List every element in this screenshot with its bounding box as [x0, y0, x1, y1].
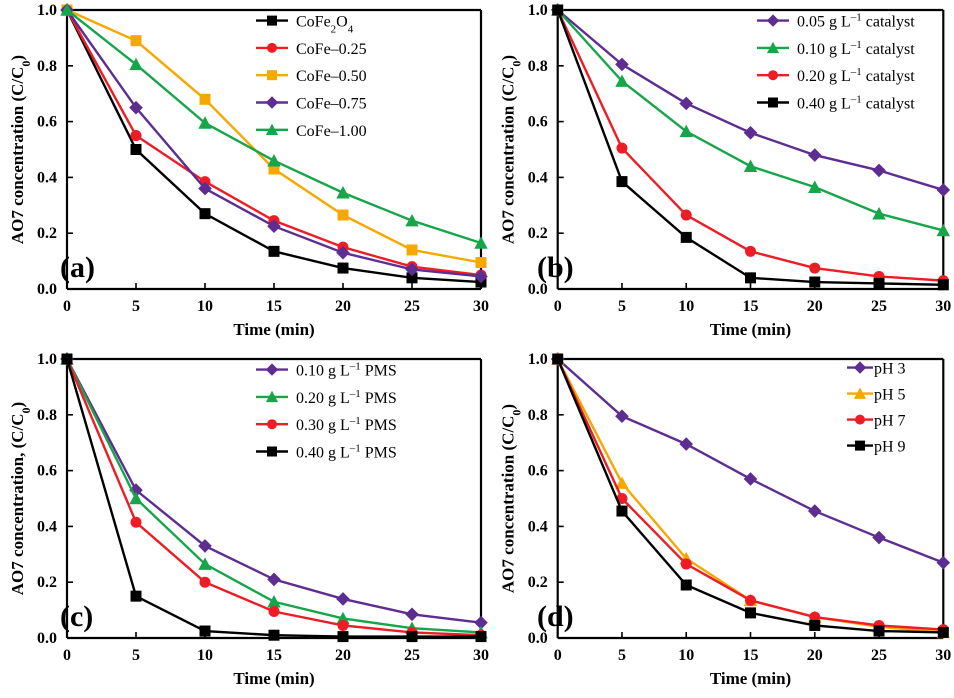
- svg-text:5: 5: [618, 298, 626, 315]
- svg-text:CoFe–0.50: CoFe–0.50: [296, 68, 367, 85]
- svg-text:20: 20: [807, 647, 823, 664]
- svg-text:pH 9: pH 9: [874, 439, 906, 456]
- svg-text:25: 25: [404, 647, 420, 664]
- svg-text:5: 5: [618, 647, 626, 664]
- svg-text:0: 0: [63, 647, 71, 664]
- svg-text:AO7 concentration (C/C0): AO7 concentration (C/C0): [499, 55, 524, 244]
- svg-text:5: 5: [132, 298, 140, 315]
- svg-text:1.0: 1.0: [37, 2, 57, 19]
- svg-text:0: 0: [554, 647, 562, 664]
- svg-text:0.05 g L–1 catalyst: 0.05 g L–1 catalyst: [797, 12, 915, 31]
- svg-text:pH 7: pH 7: [874, 413, 906, 430]
- svg-text:15: 15: [266, 298, 282, 315]
- svg-text:10: 10: [197, 298, 213, 315]
- svg-text:0.8: 0.8: [528, 58, 548, 75]
- svg-text:0.4: 0.4: [528, 518, 548, 535]
- svg-text:(d): (d): [537, 600, 574, 633]
- svg-text:CoFe–0.75: CoFe–0.75: [296, 96, 367, 113]
- svg-text:0.10 g L–1 PMS: 0.10 g L–1 PMS: [296, 361, 397, 380]
- svg-text:1.0: 1.0: [528, 2, 548, 19]
- svg-text:1.0: 1.0: [528, 351, 548, 368]
- svg-text:15: 15: [266, 647, 282, 664]
- svg-text:20: 20: [807, 298, 823, 315]
- svg-text:0.4: 0.4: [37, 169, 57, 186]
- svg-text:CoFe–0.25: CoFe–0.25: [296, 41, 367, 58]
- svg-text:(b): (b): [537, 251, 574, 284]
- svg-text:pH 5: pH 5: [874, 387, 906, 404]
- svg-text:0.2: 0.2: [528, 225, 548, 242]
- svg-text:20: 20: [335, 647, 351, 664]
- svg-text:0.6: 0.6: [37, 463, 57, 480]
- svg-text:5: 5: [132, 647, 140, 664]
- svg-text:10: 10: [197, 647, 213, 664]
- svg-text:10: 10: [678, 647, 694, 664]
- svg-text:AO7 concentration (C/C0): AO7 concentration (C/C0): [8, 55, 33, 244]
- svg-text:(a): (a): [60, 251, 95, 284]
- svg-text:25: 25: [871, 298, 887, 315]
- svg-text:0.8: 0.8: [37, 58, 57, 75]
- svg-text:0.2: 0.2: [528, 574, 548, 591]
- svg-text:15: 15: [743, 298, 759, 315]
- svg-text:0.8: 0.8: [37, 407, 57, 424]
- svg-text:0.6: 0.6: [528, 114, 548, 131]
- svg-text:30: 30: [935, 647, 951, 664]
- svg-text:Time (min): Time (min): [710, 669, 791, 688]
- svg-text:0.20 g L–1 catalyst: 0.20 g L–1 catalyst: [797, 66, 915, 85]
- svg-text:CoFe–1.00: CoFe–1.00: [296, 123, 367, 140]
- svg-text:25: 25: [404, 298, 420, 315]
- svg-text:0.0: 0.0: [37, 281, 57, 298]
- svg-text:0.40 g L–1 catalyst: 0.40 g L–1 catalyst: [797, 94, 915, 113]
- svg-text:CoFe2O4: CoFe2O4: [296, 14, 354, 36]
- svg-text:0.40 g L–1 PMS: 0.40 g L–1 PMS: [296, 443, 397, 462]
- svg-text:15: 15: [743, 647, 759, 664]
- svg-text:0: 0: [554, 298, 562, 315]
- svg-text:20: 20: [335, 298, 351, 315]
- svg-text:(c): (c): [60, 600, 93, 633]
- svg-text:pH 3: pH 3: [874, 361, 906, 378]
- svg-text:0.4: 0.4: [37, 518, 57, 535]
- svg-text:0.4: 0.4: [528, 169, 548, 186]
- svg-text:0.10 g L–1 catalyst: 0.10 g L–1 catalyst: [797, 39, 915, 58]
- svg-text:10: 10: [678, 298, 694, 315]
- svg-text:0.2: 0.2: [37, 574, 57, 591]
- svg-text:Time (min): Time (min): [233, 320, 314, 339]
- svg-text:0.20 g L–1 PMS: 0.20 g L–1 PMS: [296, 388, 397, 407]
- svg-text:Time (min): Time (min): [710, 320, 791, 339]
- svg-text:0.8: 0.8: [528, 407, 548, 424]
- svg-text:25: 25: [871, 647, 887, 664]
- svg-text:30: 30: [935, 298, 951, 315]
- svg-text:1.0: 1.0: [37, 351, 57, 368]
- svg-text:0.6: 0.6: [37, 114, 57, 131]
- svg-text:0.2: 0.2: [37, 225, 57, 242]
- svg-text:0.0: 0.0: [37, 630, 57, 647]
- svg-text:Time (min): Time (min): [233, 669, 314, 688]
- svg-text:0: 0: [63, 298, 71, 315]
- svg-text:AO7 concentration, (C/C0): AO7 concentration, (C/C0): [8, 402, 33, 595]
- svg-text:0.30 g L–1 PMS: 0.30 g L–1 PMS: [296, 415, 397, 434]
- svg-text:0.6: 0.6: [528, 463, 548, 480]
- svg-text:AO7 concentration (C/C0): AO7 concentration (C/C0): [499, 404, 524, 593]
